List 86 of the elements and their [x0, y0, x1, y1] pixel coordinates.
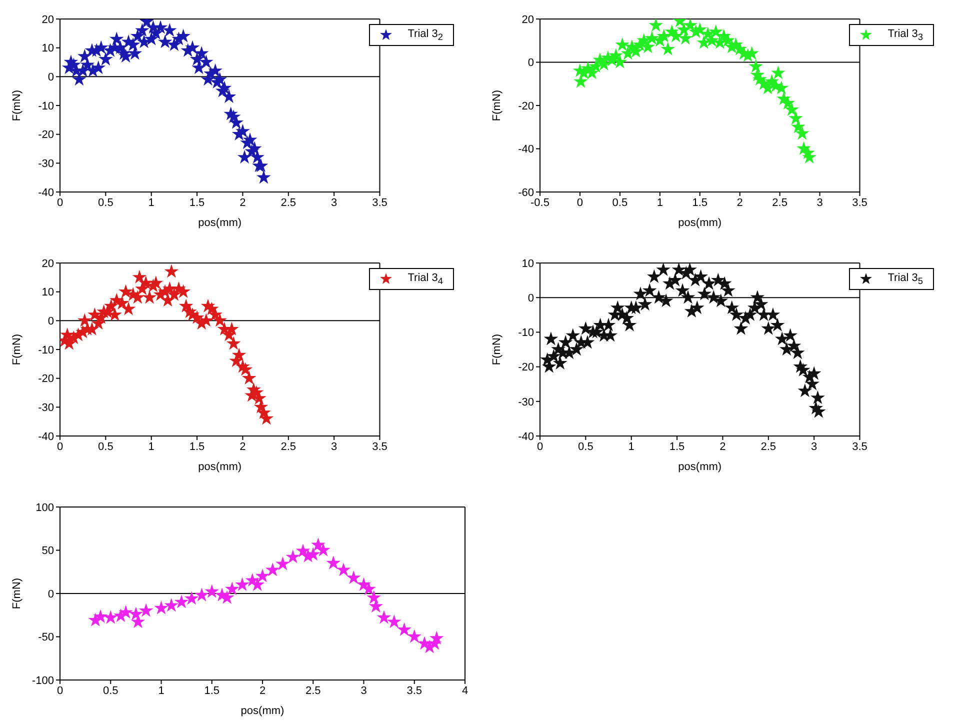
x-tick-label: 2.5 — [280, 196, 296, 209]
x-tick-label: 0.5 — [612, 196, 628, 209]
x-tick-label: 3 — [811, 440, 818, 453]
x-tick-label: 3.5 — [372, 196, 388, 209]
y-tick-label: -40 — [38, 186, 54, 199]
legend-label: Trial 3$_{3}$ — [888, 28, 923, 42]
y-axis-title: F(mN) — [10, 90, 23, 122]
y-tick-label: -20 — [518, 100, 534, 112]
legend-label: Trial 3$_{4}$ — [408, 272, 443, 286]
y-tick-label: -40 — [38, 430, 54, 443]
x-tick-label: 1 — [148, 440, 154, 453]
x-tick-label: 3.5 — [406, 684, 422, 697]
y-tick-label: -100 — [32, 674, 54, 687]
y-tick-label: -20 — [38, 129, 54, 142]
y-tick-label: -60 — [518, 186, 534, 199]
x-tick-label: 2.5 — [305, 684, 321, 697]
y-tick-label: 20 — [42, 258, 54, 270]
x-tick-label: 1 — [148, 196, 154, 209]
x-axis-title: pos(mm) — [678, 217, 722, 229]
y-tick-label: 10 — [42, 286, 54, 299]
y-tick-label: -20 — [38, 373, 54, 386]
x-tick-label: 1.5 — [204, 684, 220, 697]
x-axis-title: pos(mm) — [240, 705, 284, 717]
y-tick-label: 0 — [48, 588, 54, 600]
x-tick-label: 2 — [259, 684, 266, 697]
y-tick-label: 0 — [528, 292, 534, 305]
y-tick-label: 20 — [42, 14, 54, 26]
y-axis-title: F(mN) — [490, 90, 503, 122]
x-tick-label: 1.5 — [692, 196, 708, 209]
y-tick-label: 10 — [42, 42, 54, 55]
y-tick-label: 20 — [522, 14, 534, 26]
x-tick-label: 3 — [816, 196, 823, 209]
x-tick-label: 3.5 — [852, 196, 868, 209]
x-axis-title: pos(mm) — [678, 461, 722, 473]
x-tick-label: -0.5 — [530, 196, 550, 209]
y-axis-title: F(mN) — [10, 334, 23, 366]
y-tick-label: 10 — [522, 258, 534, 270]
x-tick-label: 1 — [656, 196, 663, 209]
y-tick-label: -20 — [518, 362, 534, 374]
legend-label: Trial 3$_{2}$ — [408, 28, 443, 42]
y-tick-label: -30 — [38, 402, 54, 414]
y-tick-label: 0 — [48, 72, 54, 84]
x-tick-label: 4 — [462, 684, 468, 697]
x-tick-label: 0.5 — [578, 440, 594, 453]
y-axis-title: F(mN) — [490, 334, 503, 366]
x-tick-label: 2 — [720, 440, 726, 453]
y-tick-label: 0 — [528, 57, 534, 70]
y-tick-label: -30 — [518, 396, 534, 408]
x-tick-label: 2.5 — [772, 196, 788, 209]
x-tick-label: 1.5 — [189, 440, 205, 453]
x-tick-label: 0.5 — [102, 684, 118, 697]
x-tick-label: 1 — [628, 440, 634, 453]
y-tick-label: -30 — [38, 158, 54, 170]
x-axis-title: pos(mm) — [198, 461, 242, 473]
y-tick-label: -10 — [38, 100, 54, 112]
x-tick-label: 1.5 — [189, 196, 205, 209]
x-tick-label: 0 — [56, 440, 64, 453]
x-tick-label: 2 — [240, 196, 246, 209]
x-axis-title: pos(mm) — [198, 217, 242, 229]
x-tick-label: 0 — [56, 684, 64, 697]
x-tick-label: 2 — [240, 440, 246, 453]
y-axis-title: F(mN) — [10, 578, 23, 610]
y-tick-label: 0 — [48, 316, 54, 328]
x-tick-label: 2.5 — [760, 440, 776, 453]
y-tick-label: -40 — [518, 430, 534, 443]
y-tick-label: -40 — [518, 144, 534, 156]
x-tick-label: 3.5 — [372, 440, 388, 453]
x-tick-label: 1.5 — [669, 440, 685, 453]
x-tick-label: 1 — [158, 684, 164, 697]
y-tick-label: 50 — [42, 545, 54, 558]
x-tick-label: 0 — [576, 196, 584, 209]
x-tick-label: 0.5 — [98, 196, 114, 209]
y-tick-label: -10 — [518, 327, 534, 340]
x-tick-label: 3.5 — [852, 440, 868, 453]
y-tick-label: -50 — [38, 632, 54, 644]
x-tick-label: 3 — [331, 440, 338, 453]
y-tick-label: 100 — [36, 502, 54, 514]
x-tick-label: 3 — [331, 196, 338, 209]
y-tick-label: -10 — [38, 344, 54, 356]
x-tick-label: 2.5 — [280, 440, 296, 453]
legend-label: Trial 3$_{5}$ — [888, 272, 923, 286]
x-tick-label: 2 — [736, 196, 743, 209]
x-tick-label: 0 — [536, 440, 544, 453]
x-tick-label: 0.5 — [98, 440, 114, 453]
x-tick-label: 3 — [360, 684, 367, 697]
x-tick-label: 0 — [56, 196, 64, 209]
